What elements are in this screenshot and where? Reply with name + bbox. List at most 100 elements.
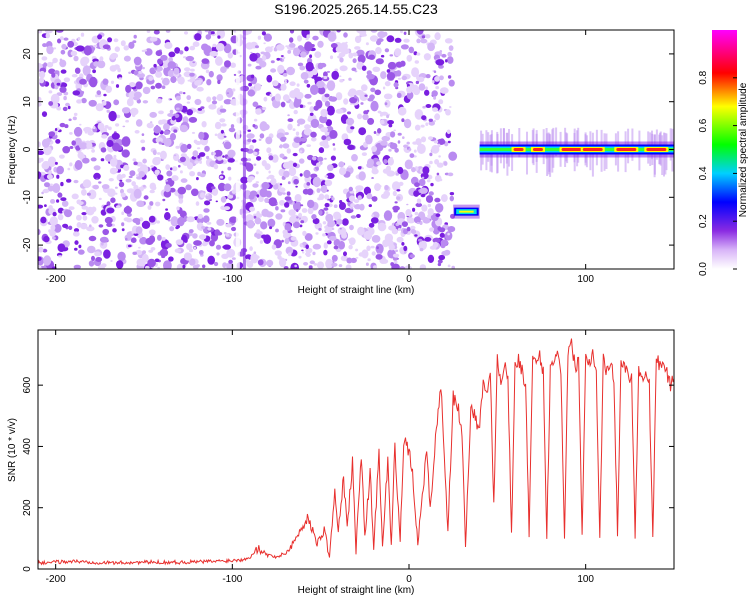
noise-blob (346, 208, 351, 212)
noise-blob (60, 49, 66, 55)
noise-blob (122, 125, 126, 128)
peak (532, 148, 543, 151)
noise-blob (211, 187, 219, 196)
snr-x-tick-label: -100 (222, 574, 242, 585)
noise-blob (81, 205, 89, 210)
noise-blob (285, 45, 289, 48)
noise-blob (423, 53, 431, 61)
noise-blob (252, 101, 259, 108)
noise-blob (178, 193, 184, 200)
tone-segment-core (459, 210, 474, 213)
noise-blob (223, 232, 227, 235)
noise-blob (170, 75, 177, 84)
noise-blob (391, 181, 401, 191)
noise-blob (169, 98, 173, 101)
noise-blob (404, 265, 412, 269)
noise-blob (168, 256, 174, 262)
noise-blob (93, 44, 98, 48)
noise-blob (182, 116, 189, 124)
noise-blob (435, 86, 440, 90)
noise-blob (339, 57, 344, 63)
noise-blob (318, 147, 325, 154)
noise-blob (395, 70, 402, 77)
noise-blob (314, 51, 322, 58)
noise-blob (215, 43, 225, 52)
noise-blob (116, 174, 123, 181)
noise-blob (292, 162, 298, 167)
noise-blob (348, 52, 354, 59)
noise-blob (326, 240, 332, 245)
noise-blob (280, 209, 286, 213)
noise-blob (43, 62, 48, 67)
noise-blob (208, 104, 217, 110)
noise-blob (141, 66, 145, 70)
noise-blob (216, 231, 223, 236)
noise-blob (77, 37, 81, 41)
noise-blob (196, 216, 204, 224)
noise-blob (128, 175, 133, 179)
noise-blob (165, 208, 169, 211)
noise-blob (429, 152, 433, 157)
noise-blob (259, 240, 263, 244)
noise-blob (217, 132, 226, 140)
noise-blob (180, 143, 189, 153)
noise-blob (343, 251, 347, 257)
noise-blob (406, 226, 411, 232)
noise-blob (128, 82, 136, 88)
noise-blob (368, 54, 376, 60)
noise-blob (44, 204, 47, 208)
spectrogram-x-tick-label: 100 (577, 274, 594, 285)
noise-blob (223, 141, 232, 150)
noise-blob (284, 223, 292, 232)
noise-blob (91, 216, 99, 224)
noise-blob (402, 136, 405, 140)
noise-blob (125, 84, 132, 93)
noise-blob (316, 261, 325, 269)
noise-blob (418, 178, 426, 187)
noise-blob (397, 227, 402, 232)
noise-blob (289, 90, 298, 99)
noise-blob (392, 253, 400, 258)
noise-blob (176, 206, 180, 211)
snr-x-tick-label: -200 (46, 574, 66, 585)
noise-blob (371, 196, 378, 202)
noise-blob (100, 242, 104, 246)
noise-blob (255, 108, 262, 115)
snr-y-label: SNR (10 * v/v) (7, 418, 18, 482)
noise-blob (103, 93, 107, 97)
noise-blob (403, 251, 407, 254)
noise-blob (197, 155, 201, 159)
noise-blob (128, 41, 135, 49)
noise-blob (245, 254, 252, 260)
noise-blob (123, 45, 130, 51)
noise-blob (270, 178, 277, 186)
noise-blob (305, 61, 314, 72)
noise-blob (145, 237, 154, 245)
noise-blob (389, 54, 394, 57)
noise-blob (205, 69, 210, 74)
noise-blob (287, 49, 292, 54)
noise-blob (380, 258, 389, 264)
noise-blob (363, 186, 371, 196)
noise-blob (261, 208, 270, 217)
noise-blob (254, 148, 260, 152)
noise-blob (80, 57, 88, 67)
noise-blob (310, 84, 319, 96)
noise-blob (227, 166, 232, 171)
noise-blob (133, 161, 138, 166)
noise-blob (167, 219, 171, 222)
noise-blob (447, 75, 452, 79)
noise-blob (448, 79, 455, 87)
spectrogram-y-tick-label: -10 (22, 190, 33, 205)
noise-blob (334, 68, 339, 72)
noise-blob (437, 263, 442, 267)
noise-blob (284, 81, 287, 85)
noise-blob (49, 229, 56, 237)
noise-blob (311, 214, 317, 220)
noise-blob (403, 31, 407, 35)
noise-blob (355, 190, 359, 193)
noise-blob (433, 140, 439, 144)
noise-blob (108, 126, 112, 131)
noise-blob (371, 145, 377, 152)
noise-blob (421, 204, 428, 212)
